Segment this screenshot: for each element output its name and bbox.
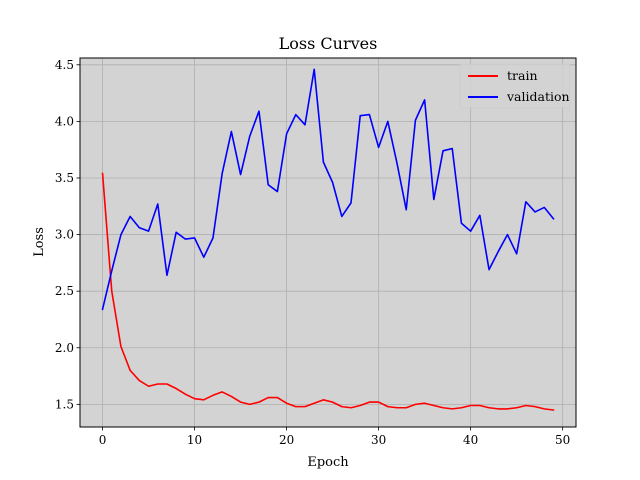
y-axis-label: Loss [32, 227, 47, 257]
legend-label-train: train [507, 68, 538, 83]
x-tick-label: 10 [187, 433, 202, 447]
legend-label-validation: validation [506, 89, 570, 104]
x-tick-label: 30 [371, 433, 386, 447]
x-axis-label: Epoch [307, 455, 349, 470]
y-tick-label: 4.0 [55, 114, 74, 128]
x-tick-label: 0 [99, 433, 107, 447]
x-tick-label: 50 [555, 433, 570, 447]
legend: train validation [460, 64, 570, 108]
chart-title: Loss Curves [279, 34, 378, 53]
plot-area [80, 58, 576, 427]
y-tick-label: 2.0 [55, 341, 74, 355]
y-tick-label: 3.5 [55, 171, 74, 185]
x-tick-label: 40 [463, 433, 478, 447]
y-tick-label: 3.0 [55, 228, 74, 242]
x-tick-label: 20 [279, 433, 294, 447]
y-tick-label: 4.5 [55, 58, 74, 72]
y-tick-label: 1.5 [55, 397, 74, 411]
y-tick-label: 2.5 [55, 284, 74, 298]
